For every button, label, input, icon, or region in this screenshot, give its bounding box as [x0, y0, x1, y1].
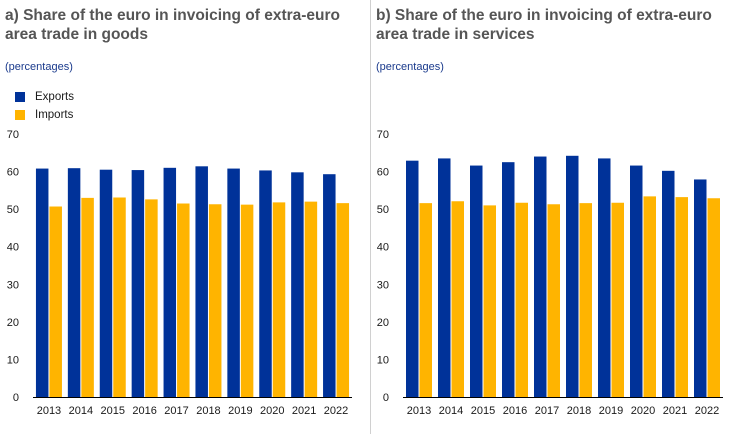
bar-imports-2020	[643, 196, 656, 397]
bar-exports-2017	[163, 167, 177, 397]
y-tick-label: 0	[13, 392, 19, 404]
bar-exports-2014	[438, 158, 451, 397]
x-tick-label: 2014	[439, 405, 463, 417]
y-tick-label: 0	[383, 392, 389, 404]
y-tick-label: 20	[377, 317, 389, 329]
bar-imports-2022	[336, 203, 350, 397]
bar-exports-2013	[35, 168, 49, 397]
x-tick-label: 2013	[37, 405, 61, 417]
bar-imports-2016	[145, 199, 158, 397]
legend-label-exports: Exports	[35, 91, 74, 103]
bar-exports-2015	[99, 169, 113, 397]
legend-label-imports: Imports	[35, 109, 74, 121]
x-tick-label: 2018	[567, 405, 591, 417]
x-tick-label: 2018	[196, 405, 220, 417]
chart-title: b) Share of the euro in invoicing of ext…	[376, 7, 712, 43]
bar-exports-2018	[566, 155, 579, 397]
chart-title: a) Share of the euro in invoicing of ext…	[5, 7, 341, 43]
unit-label: (percentages)	[376, 61, 444, 73]
bar-imports-2014	[451, 201, 464, 397]
bar-imports-2017	[547, 204, 560, 397]
legend-item-imports: Imports	[15, 106, 74, 124]
bar-exports-2022	[323, 174, 336, 397]
bar-exports-2016	[131, 170, 145, 397]
y-tick-label: 30	[7, 279, 19, 291]
bar-imports-2021	[675, 197, 688, 397]
legend: Exports Imports	[15, 88, 74, 124]
x-tick-label: 2015	[101, 405, 125, 417]
bar-imports-2013	[419, 203, 432, 397]
bar-exports-2020	[630, 165, 643, 397]
y-tick-label: 10	[377, 354, 389, 366]
bar-imports-2019	[240, 204, 254, 397]
bar-exports-2017	[534, 156, 547, 397]
x-tick-label: 2021	[663, 405, 687, 417]
bar-exports-2019	[598, 158, 611, 397]
bar-imports-2018	[208, 204, 222, 397]
unit-label: (percentages)	[5, 61, 73, 73]
x-tick-label: 2014	[69, 405, 93, 417]
x-tick-label: 2022	[324, 405, 348, 417]
bar-exports-2016	[502, 162, 515, 397]
bar-exports-2021	[291, 172, 304, 397]
bar-imports-2019	[611, 202, 624, 397]
bar-exports-2021	[662, 170, 675, 397]
y-tick-label: 20	[7, 317, 19, 329]
bar-imports-2015	[113, 197, 126, 397]
x-tick-label: 2019	[228, 405, 252, 417]
legend-swatch-imports	[15, 110, 25, 120]
x-tick-label: 2021	[292, 405, 316, 417]
bar-imports-2021	[304, 201, 318, 397]
y-tick-label: 50	[7, 204, 19, 216]
y-tick-label: 40	[377, 242, 389, 254]
legend-swatch-exports	[15, 92, 25, 102]
bar-imports-2020	[272, 202, 286, 397]
bar-imports-2013	[49, 206, 62, 397]
y-tick-label: 60	[7, 167, 19, 179]
bar-imports-2018	[579, 203, 592, 397]
bar-chart-services: 0 10 20 30 40 50 60 70 2013 2014 2015 2016 2017 2018 2…	[377, 129, 723, 417]
bar-exports-2015	[470, 165, 483, 397]
bar-imports-2014	[81, 197, 94, 397]
x-tick-label: 2017	[535, 405, 559, 417]
x-tick-label: 2019	[599, 405, 623, 417]
y-tick-label: 60	[377, 167, 389, 179]
y-tick-label: 50	[377, 204, 389, 216]
bar-exports-2019	[227, 168, 240, 397]
bar-exports-2013	[406, 160, 419, 397]
x-tick-label: 2015	[471, 405, 495, 417]
x-tick-label: 2022	[695, 405, 719, 417]
bar-exports-2022	[694, 179, 707, 397]
y-tick-label: 30	[377, 279, 389, 291]
x-tick-label: 2016	[503, 405, 527, 417]
bar-imports-2017	[177, 203, 190, 397]
bar-chart-goods: 0 10 20 30 40 50 60 70 2013 2014 2015 2016 2017 2018 2…	[7, 129, 352, 417]
chart-panel-goods: a) Share of the euro in invoicing of ext…	[0, 0, 370, 434]
x-tick-label: 2016	[132, 405, 156, 417]
bar-exports-2014	[67, 168, 81, 397]
y-tick-label: 70	[377, 129, 389, 141]
bar-exports-2018	[195, 166, 208, 397]
bar-imports-2022	[707, 198, 720, 397]
chart-panel-services: b) Share of the euro in invoicing of ext…	[371, 0, 743, 434]
y-tick-label: 40	[7, 242, 19, 254]
bar-exports-2020	[259, 170, 272, 397]
bar-imports-2015	[483, 205, 496, 397]
x-tick-label: 2013	[407, 405, 431, 417]
x-tick-label: 2017	[164, 405, 188, 417]
legend-item-exports: Exports	[15, 88, 74, 106]
y-tick-label: 10	[7, 354, 19, 366]
x-tick-label: 2020	[631, 405, 655, 417]
panel-divider	[370, 0, 371, 434]
x-tick-label: 2020	[260, 405, 284, 417]
bar-imports-2016	[515, 202, 528, 397]
y-tick-label: 70	[7, 129, 19, 141]
